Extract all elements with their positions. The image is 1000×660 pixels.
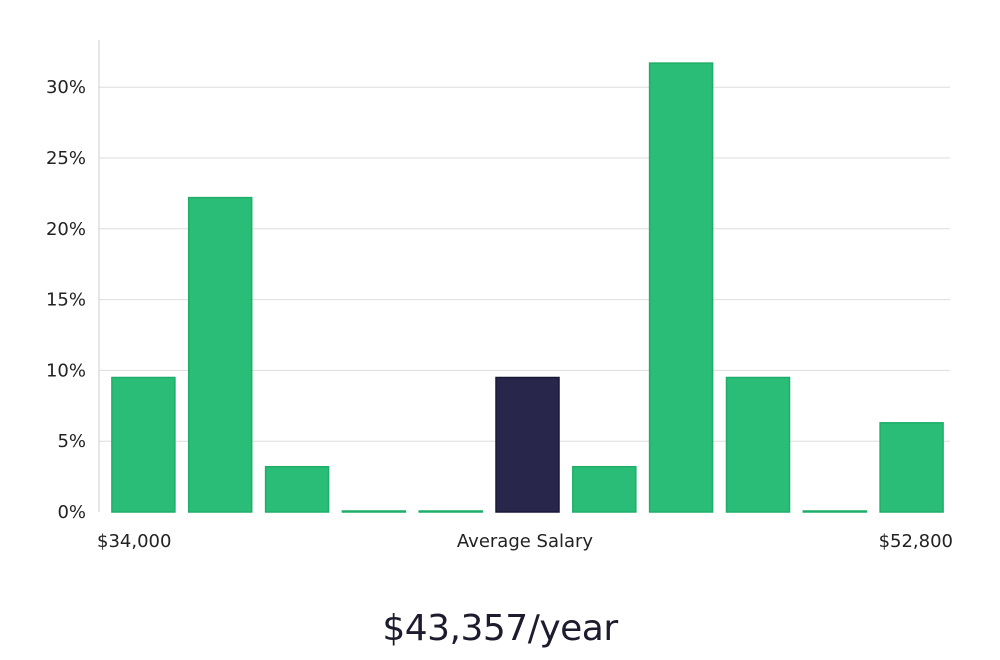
bar xyxy=(725,376,791,513)
y-tick-label: 25% xyxy=(46,148,86,169)
bar xyxy=(264,465,330,513)
bar xyxy=(341,510,407,513)
bar xyxy=(418,510,483,513)
y-tick-label: 20% xyxy=(46,219,86,240)
x-end-label: $52,800 xyxy=(879,531,953,552)
y-tick-label: 15% xyxy=(46,290,86,311)
bars xyxy=(111,62,944,513)
y-tick-labels: 0% 5% 10% 15% 20% 25% 30% xyxy=(46,77,86,523)
bar xyxy=(802,510,868,513)
bar xyxy=(572,465,637,513)
y-tick-label: 0% xyxy=(57,502,86,523)
bar xyxy=(187,196,253,513)
bar xyxy=(879,422,944,513)
y-tick-label: 10% xyxy=(46,360,86,381)
bar xyxy=(111,376,176,513)
x-center-label: Average Salary xyxy=(457,531,594,552)
y-tick-label: 5% xyxy=(57,431,86,452)
x-start-label: $34,000 xyxy=(97,531,171,552)
average-salary-value: $43,357/year xyxy=(382,608,618,649)
bar xyxy=(648,62,714,513)
salary-distribution-chart: 0% 5% 10% 15% 20% 25% 30% $34,000 Average Sala… xyxy=(46,40,953,552)
bar-average-highlight xyxy=(495,376,560,513)
y-tick-label: 30% xyxy=(46,77,86,98)
